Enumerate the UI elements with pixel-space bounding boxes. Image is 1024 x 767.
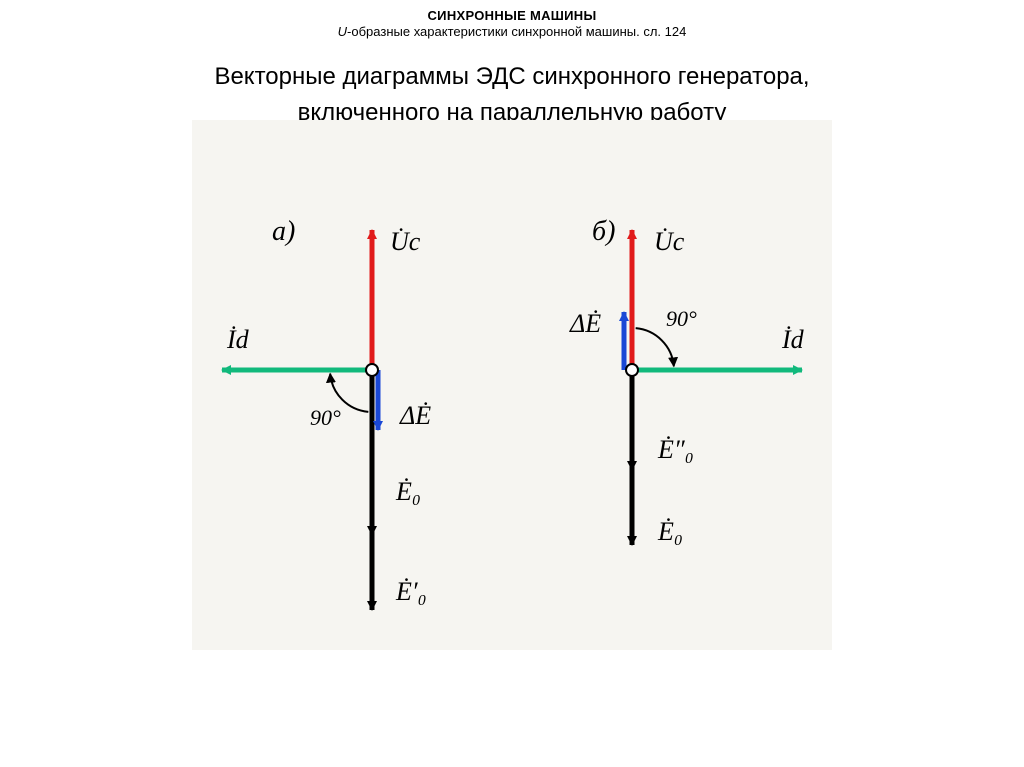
title-line1: Векторные диаграммы ЭДС синхронного гене…	[0, 59, 1024, 95]
header-line1: СИНХРОННЫЕ МАШИНЫ	[0, 8, 1024, 23]
panel-b-angle-label: 90°	[666, 306, 697, 331]
panel-a-Uc-label: U̇c	[390, 227, 421, 256]
panel-a-Id-label: İd	[226, 325, 250, 354]
header-line2: U-образные характеристики синхронной маш…	[0, 23, 1024, 41]
diagram-area: а) U̇c İd Ė′₀ Ė₀ ΔĖ 90° б) U̇c İd Ė₀ Ė″₀ ΔĖ 90°	[0, 120, 1024, 767]
header-u: U	[338, 24, 347, 39]
header-rest: -образные характеристики синхронной маши…	[347, 24, 686, 39]
panel-b-label: б)	[592, 216, 615, 247]
panel-b-E0-label: Ė₀	[657, 517, 683, 546]
origin-dot	[366, 364, 378, 376]
panel-a-deltaE-label: ΔĖ	[399, 401, 431, 430]
page-header: СИНХРОННЫЕ МАШИНЫ U-образные характерист…	[0, 0, 1024, 41]
scan-bg	[192, 120, 832, 650]
origin-dot	[626, 364, 638, 376]
panel-b-Id-label: İd	[781, 325, 805, 354]
panel-b-E0pp-label: Ė″₀	[657, 435, 694, 464]
panel-b-Uc-label: U̇c	[654, 227, 685, 256]
panel-b-deltaE-label: ΔĖ	[569, 309, 601, 338]
panel-a-E0-label: Ė₀	[395, 477, 421, 506]
panel-a-E0prime-label: Ė′₀	[395, 577, 427, 606]
panel-a-angle-label: 90°	[310, 405, 341, 430]
vector-diagram-svg: а) U̇c İd Ė′₀ Ė₀ ΔĖ 90° б) U̇c İd Ė₀ Ė″₀ ΔĖ 90°	[162, 120, 862, 720]
panel-a-label: а)	[272, 216, 295, 247]
